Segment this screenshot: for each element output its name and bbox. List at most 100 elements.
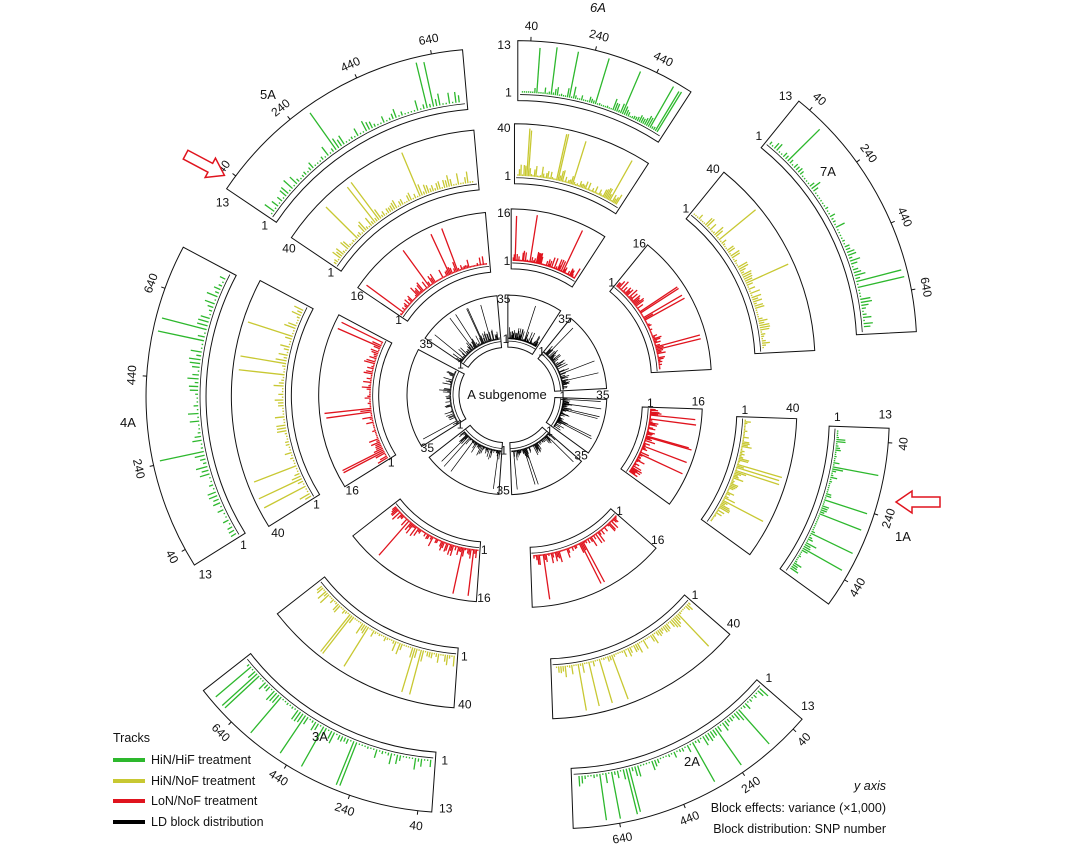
track-bar — [394, 754, 399, 765]
track-bar — [626, 289, 634, 297]
track-bar — [283, 348, 290, 351]
track-bar — [640, 449, 643, 452]
track-bar — [316, 585, 323, 591]
track-bar — [495, 335, 498, 341]
track-bar — [341, 609, 346, 614]
track-bar — [647, 324, 652, 328]
track-bar — [560, 170, 565, 182]
track-bar — [490, 448, 493, 453]
track-bar — [605, 187, 612, 199]
track-bar — [352, 239, 355, 243]
track-bar — [523, 448, 536, 485]
track-bar — [338, 135, 345, 145]
track-bar — [724, 495, 729, 499]
track-bar — [571, 276, 574, 279]
track-bar — [545, 349, 551, 355]
track-bar — [483, 331, 489, 343]
track-bar — [603, 189, 610, 199]
track-bar — [631, 767, 634, 772]
track-bar — [354, 238, 357, 241]
track-bar — [603, 526, 608, 532]
track-bar — [403, 644, 406, 647]
track-bar — [219, 275, 226, 280]
track-bar — [546, 327, 574, 356]
track-bar — [409, 526, 418, 537]
track-bar — [265, 686, 271, 692]
track-bar — [739, 453, 745, 456]
y-min-label: 1 — [313, 498, 320, 512]
axis-arc — [463, 341, 501, 364]
track-bar — [225, 516, 228, 518]
track-bar — [409, 302, 412, 304]
track-bar — [251, 668, 254, 671]
track-bar — [452, 271, 455, 274]
track-bar — [363, 371, 373, 375]
track-bar — [840, 237, 843, 240]
track-bar — [561, 270, 563, 273]
track-bar — [712, 515, 715, 518]
axis-arc — [614, 287, 658, 372]
sector-frame — [550, 594, 731, 720]
track-bar — [523, 448, 526, 456]
track-bar — [309, 112, 337, 151]
track-bar — [227, 526, 233, 530]
track-bar — [467, 353, 469, 355]
track-bar — [642, 294, 683, 319]
track-bar — [258, 682, 267, 690]
track-bar — [533, 343, 536, 347]
tick-mark — [287, 116, 291, 120]
track-bar — [818, 197, 821, 200]
track-bar — [463, 357, 466, 359]
track-bar — [808, 536, 813, 540]
track-bar — [297, 310, 303, 314]
track-bar — [446, 404, 452, 406]
axis-arc — [465, 429, 502, 449]
track-bar — [760, 327, 770, 331]
track-bar — [723, 245, 726, 248]
track-bar — [336, 251, 343, 257]
track-bar — [413, 525, 417, 529]
track-0-sector: 135 — [420, 295, 503, 371]
track-bar — [454, 372, 456, 374]
axis-arc — [626, 408, 649, 472]
track-bar — [468, 351, 470, 354]
track-bar — [452, 353, 464, 362]
track-bar — [549, 352, 557, 359]
track-bar — [526, 339, 529, 343]
track-bar — [417, 528, 421, 533]
track-bar — [343, 626, 370, 667]
track-bar — [605, 772, 609, 784]
track-bar — [416, 526, 419, 529]
track-bar — [470, 438, 473, 441]
track-bar — [284, 451, 292, 456]
track-bar — [379, 455, 388, 461]
track-bar — [594, 186, 599, 194]
track-bar — [429, 273, 437, 284]
track-bar — [643, 442, 651, 446]
track-bar — [395, 642, 401, 655]
track-bar — [412, 524, 416, 528]
track-bar — [511, 331, 514, 340]
track-bar — [581, 183, 585, 189]
track-bar — [512, 333, 515, 340]
y-max-label: 16 — [477, 591, 491, 605]
track-bar — [400, 514, 404, 519]
track-bar — [375, 452, 386, 459]
track-bar — [581, 662, 585, 673]
track-bar — [422, 530, 425, 533]
track-bar — [335, 733, 338, 736]
track-bar — [646, 431, 655, 435]
track-bar — [617, 109, 621, 113]
track-bar — [560, 666, 563, 674]
track-bar — [654, 343, 661, 347]
track-bar — [651, 334, 658, 338]
track-bar — [564, 272, 567, 275]
track-bar — [730, 481, 734, 484]
track-bar — [574, 95, 577, 100]
track-bar — [578, 775, 581, 787]
track-bar — [641, 314, 644, 317]
track-bar — [407, 298, 413, 303]
track-bar — [735, 262, 738, 265]
track-bar — [657, 355, 665, 359]
